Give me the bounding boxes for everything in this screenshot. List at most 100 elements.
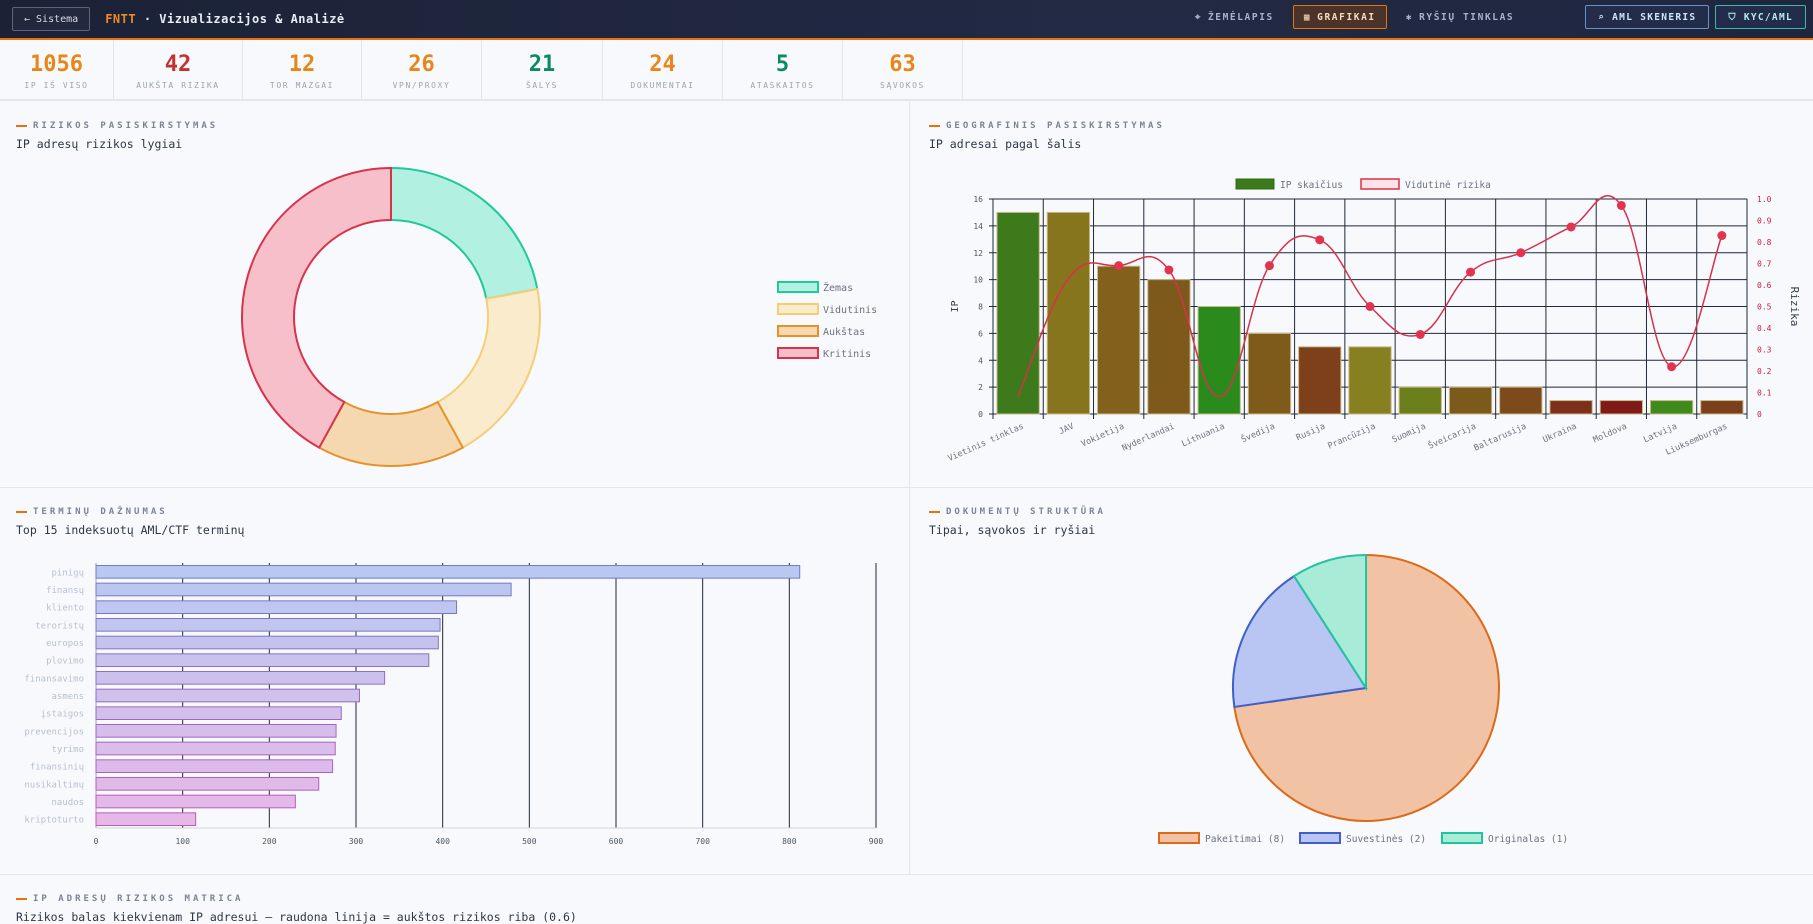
aml-scanner-button[interactable]: ⌕ AML SKENERIS: [1585, 5, 1710, 29]
nav-charts-tab[interactable]: ▦ GRAFIKAI: [1292, 5, 1387, 29]
risk-point: [1114, 261, 1124, 271]
term-bar: [95, 688, 360, 703]
stat-tor-nodes: 12 TOR MAZGAI: [243, 40, 362, 99]
legend-label: Vidutinis: [823, 305, 877, 316]
panel-kicker-text: RIZIKOS PASISKIRSTYMAS: [33, 121, 219, 131]
term-bar: [95, 635, 439, 650]
risk-point: [1566, 222, 1576, 232]
y-tick-label: teroristų: [35, 621, 84, 631]
y-tick-label: naudos: [51, 798, 84, 808]
divider: [0, 874, 1813, 875]
x-tick-label: JAV: [1058, 422, 1076, 437]
y2-tick-label: 0.8: [1757, 238, 1772, 247]
panel-subtitle: IP adresai pagal šalis: [929, 137, 1082, 151]
panel-subtitle: IP adresų rizikos lygiai: [16, 137, 183, 151]
x-tick-label: 200: [262, 837, 277, 846]
x-tick-label: 100: [175, 837, 190, 846]
legend-swatch: [777, 325, 819, 337]
stat-countries: 21 ŠALYS: [482, 40, 603, 99]
bar-ip-count: [1700, 400, 1744, 415]
x-tick-label: Latvija: [1642, 422, 1679, 446]
top-bar: ← Sistema FNTT · Vizualizacijos & Analiz…: [0, 0, 1813, 40]
stat-label: SĄVOKOS: [880, 80, 925, 90]
pie-slice-2: [1292, 553, 1367, 692]
y-tick-label: 6: [978, 329, 983, 338]
brand-title: · Vizualizacijos & Analizė: [136, 12, 345, 26]
document-structure-chart: Pakeitimai (8) Suvestinės (2) Originalas (…: [1158, 553, 1568, 845]
panel-header: TERMINŲ DAŽNUMAS Top 15 indeksuotų AML/C…: [16, 507, 244, 537]
risk-point: [1616, 200, 1626, 210]
stat-value: 1056: [30, 51, 83, 77]
y-tick-label: prevencijos: [24, 727, 84, 737]
main-nav: ⌖ ŽEMĖLAPIS ▦ GRAFIKAI ✱ RYŠIŲ TINKLAS: [1184, 5, 1525, 29]
back-to-system-button[interactable]: ← Sistema: [12, 7, 91, 31]
legend-label: Pakeitimai (8): [1205, 834, 1285, 845]
y-tick-label: 10: [973, 276, 983, 285]
y2-tick-label: 0.5: [1757, 303, 1772, 312]
divider: [0, 487, 1813, 488]
panel-kicker: DOKUMENTŲ STRUKTŪRA: [929, 507, 1106, 517]
legend-swatch: [1158, 832, 1200, 844]
x-tick-label: 400: [435, 837, 450, 846]
y2-axis-label: Rizika: [1788, 287, 1801, 327]
x-tick-label: Šveicarija: [1426, 420, 1478, 452]
term-bar: [95, 582, 512, 597]
y-tick-label: 8: [978, 303, 983, 312]
y2-tick-label: 0: [1757, 410, 1762, 419]
stat-value: 12: [288, 51, 316, 77]
y-tick-label: nusikaltimų: [24, 780, 84, 790]
chart-icon: ▦: [1303, 11, 1312, 23]
legend-label: Suvestinės (2): [1346, 834, 1426, 845]
panel-kicker: IP ADRESŲ RIZIKOS MATRICA: [16, 894, 577, 904]
aml-scanner-label: ⌕ AML SKENERIS: [1598, 11, 1697, 23]
bar-ip-count: [1298, 346, 1342, 415]
y-tick-label: 14: [973, 222, 983, 231]
x-tick-label: Moldova: [1592, 422, 1629, 446]
bar-ip-count: [996, 211, 1040, 415]
panel-kicker: TERMINŲ DAŽNUMAS: [16, 507, 244, 517]
bar-ip-count: [1247, 332, 1292, 415]
legend-swatch: [1235, 178, 1275, 190]
divider: [0, 100, 1813, 101]
donut-slice-0: [390, 166, 539, 300]
nav-map-tab[interactable]: ⌖ ŽEMĖLAPIS: [1184, 5, 1285, 29]
panel-subtitle: Rizikos balas kiekvienam IP adresui — ra…: [16, 910, 577, 924]
panel-header: GEOGRAFINIS PASISKIRSTYMAS IP adresai pa…: [929, 121, 1165, 151]
ip-risk-matrix-panel: IP ADRESŲ RIZIKOS MATRICA Rizikos balas …: [0, 875, 1813, 924]
nav-network-tab[interactable]: ✱ RYŠIŲ TINKLAS: [1395, 5, 1525, 29]
geo-combo-chart: 0 2 4 6 8 10 12 14 16 0 0.1 0.2 0.3 0.4 0.5 0.6 0.7 0.8 0.…: [946, 178, 1801, 464]
stat-label: ATASKAITOS: [750, 80, 815, 90]
stat-label: IP IŠ VISO: [24, 80, 89, 90]
x-tick-label: Suomija: [1391, 422, 1428, 446]
divider: [909, 102, 910, 875]
x-tick-label: 300: [349, 837, 364, 846]
term-bar: [95, 653, 430, 667]
x-tick-label: Lithuania: [1180, 422, 1226, 450]
nav-network-label: RYŠIŲ TINKLAS: [1419, 11, 1515, 23]
risk-distribution-panel: RIZIKOS PASISKIRSTYMAS IP adresų rizikos…: [0, 102, 909, 487]
bar-ip-count: [1147, 279, 1191, 415]
back-button-label: ← Sistema: [24, 13, 79, 25]
x-tick-label: Rusija: [1295, 422, 1327, 444]
y-tick-label: asmens: [51, 692, 84, 702]
stat-value: 21: [528, 51, 556, 77]
panel-kicker-text: GEOGRAFINIS PASISKIRSTYMAS: [946, 121, 1165, 131]
y-tick-label: finansinių: [30, 763, 85, 773]
legend-label: Aukštas: [823, 326, 865, 338]
stat-value: 5: [775, 51, 790, 77]
y-tick-label: 2: [978, 383, 983, 392]
kyc-aml-button[interactable]: ⛉ KYC/AML: [1715, 5, 1806, 29]
stat-label: TOR MAZGAI: [269, 80, 335, 90]
y-tick-label: 12: [973, 249, 983, 258]
x-tick-label: Baltarusija: [1473, 422, 1528, 454]
term-bar: [95, 724, 337, 738]
panel-kicker: GEOGRAFINIS PASISKIRSTYMAS: [929, 121, 1165, 131]
x-tick-label: Švedija: [1239, 420, 1277, 446]
bar-ip-count: [1499, 386, 1543, 415]
donut-slice-1: [436, 287, 541, 449]
legend-label: Kritinis: [823, 349, 871, 360]
stat-label: ŠALYS: [525, 80, 559, 90]
x-tick-label: 900: [869, 837, 884, 846]
y-tick-label: kliento: [46, 604, 84, 614]
term-bar: [95, 794, 296, 809]
